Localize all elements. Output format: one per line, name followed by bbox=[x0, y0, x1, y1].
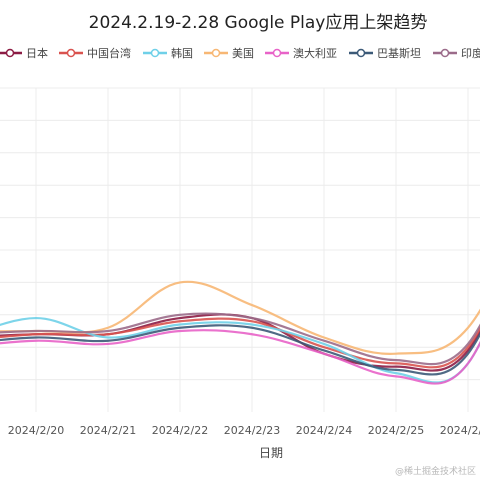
x-tick-label: 2024/2/26 bbox=[440, 424, 480, 437]
legend-item-6[interactable]: 印度 bbox=[433, 46, 480, 60]
x-tick-label: 2024/2/20 bbox=[8, 424, 64, 437]
x-axis-ticks: 2024/2/20 2024/2/21 2024/2/22 2024/2/23 2024… bbox=[8, 424, 480, 437]
legend-marker bbox=[272, 48, 282, 58]
legend-item-0[interactable]: 日本 bbox=[0, 46, 48, 60]
legend-label: 美国 bbox=[232, 47, 254, 60]
legend-item-4[interactable]: 澳大利亚 bbox=[265, 46, 337, 60]
series-line-6 bbox=[0, 312, 480, 366]
legend-label: 韩国 bbox=[171, 46, 193, 60]
series-line-3 bbox=[0, 280, 480, 355]
x-tick-label: 2024/2/25 bbox=[368, 424, 424, 437]
series-line-5 bbox=[0, 324, 480, 376]
legend-item-1[interactable]: 中国台湾 bbox=[59, 46, 131, 60]
legend-label: 中国台湾 bbox=[87, 46, 131, 60]
x-tick-label: 2024/2/24 bbox=[296, 424, 352, 437]
legend-label: 印度 bbox=[461, 46, 480, 60]
series-line-1 bbox=[0, 317, 480, 369]
legend-marker bbox=[150, 48, 160, 58]
legend-marker bbox=[356, 48, 366, 58]
legend-item-3[interactable]: 美国 bbox=[204, 47, 254, 60]
legend-item-5[interactable]: 巴基斯坦 bbox=[349, 46, 421, 60]
legend-marker bbox=[5, 48, 15, 58]
x-axis-title: 日期 bbox=[259, 446, 283, 460]
legend-label: 澳大利亚 bbox=[293, 46, 337, 60]
legend-marker bbox=[211, 48, 221, 58]
series-lines bbox=[0, 280, 480, 385]
legend-item-2[interactable]: 韩国 bbox=[143, 46, 193, 60]
series-line-4 bbox=[0, 329, 480, 385]
x-tick-label: 2024/2/22 bbox=[152, 424, 208, 437]
legend-marker bbox=[66, 48, 76, 58]
x-tick-label: 2024/2/21 bbox=[80, 424, 136, 437]
legend-label: 巴基斯坦 bbox=[377, 46, 421, 60]
legend-label: 日本 bbox=[26, 46, 48, 60]
chart-title: 2024.2.19-2.28 Google Play应用上架趋势 bbox=[89, 13, 428, 33]
x-tick-label: 2024/2/23 bbox=[224, 424, 280, 437]
legend[interactable]: 日本 中国台湾 韩国 美国 澳大利亚 巴基斯坦 印度 bbox=[0, 46, 480, 60]
legend-marker bbox=[440, 48, 450, 58]
watermark: @稀土掘金技术社区 bbox=[395, 465, 476, 477]
grid-lines bbox=[0, 87, 480, 412]
